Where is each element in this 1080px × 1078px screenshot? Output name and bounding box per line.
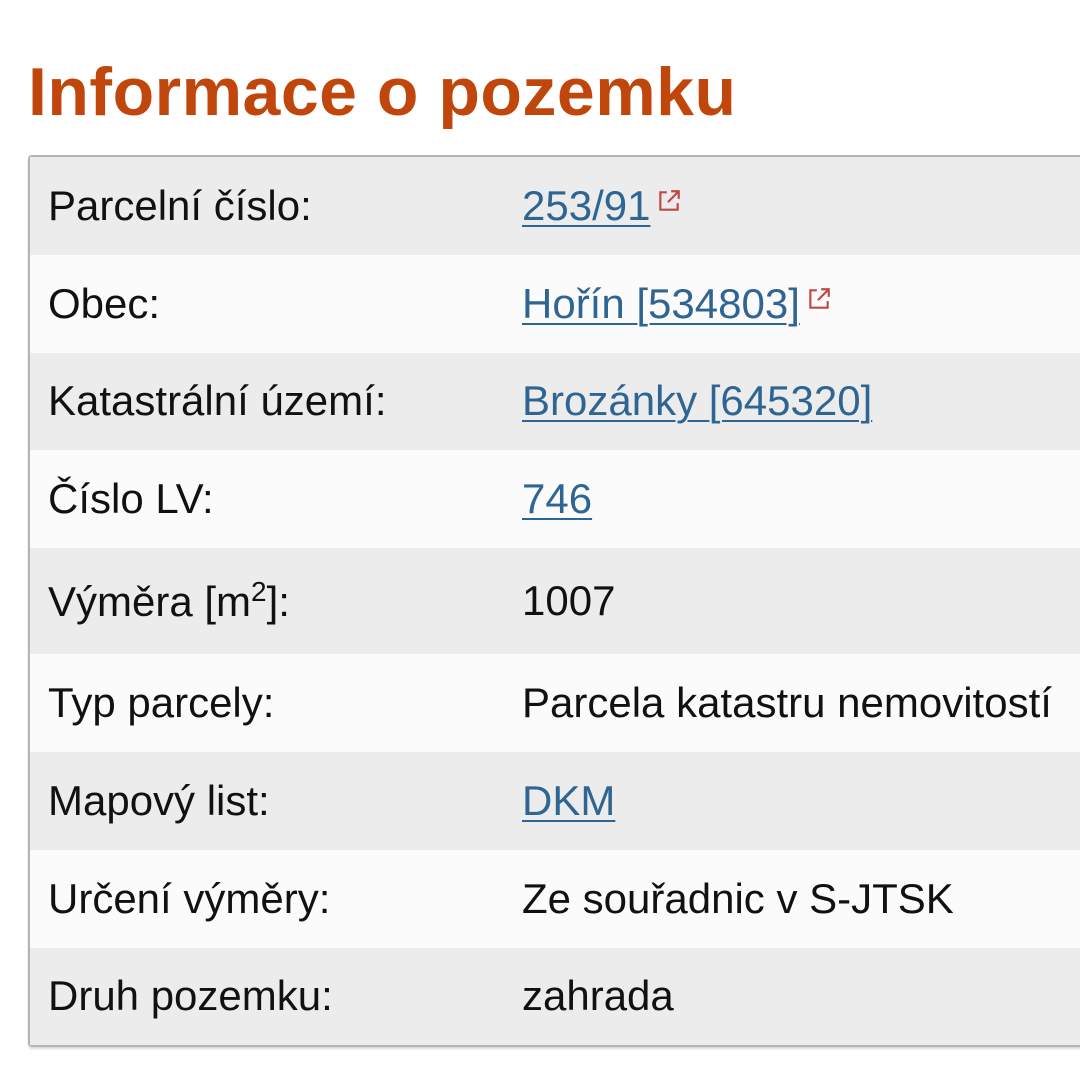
row-area-determination: Určení výměry: Ze souřadnic v S-JTSK: [30, 849, 1080, 948]
label: Obec:: [48, 279, 161, 327]
label: Mapový list:: [48, 776, 270, 824]
page-title: Informace o pozemku: [28, 54, 737, 130]
parcel-number-link[interactable]: 253/91: [522, 181, 651, 229]
row-area: Výměra [m2]: 1007: [30, 548, 1080, 655]
label: Typ parcely:: [48, 679, 275, 727]
value: 1007: [522, 577, 616, 625]
lv-number-link[interactable]: 746: [522, 475, 593, 523]
label: Parcelní číslo:: [48, 181, 312, 229]
label: Druh pozemku:: [48, 972, 333, 1020]
cadastral-area-link[interactable]: Brozánky [645320]: [522, 377, 873, 425]
value: zahrada: [522, 972, 674, 1020]
row-parcel-number: Parcelní číslo: 253/91: [30, 157, 1080, 255]
row-municipality: Obec: Hořín [534803]: [30, 254, 1080, 353]
row-map-sheet: Mapový list: DKM: [30, 751, 1080, 850]
parcel-info-table: Parcelní číslo: 253/91 Obec: Hořín [5348…: [28, 155, 1080, 1048]
municipality-link[interactable]: Hořín [534803]: [522, 279, 800, 327]
row-parcel-type: Typ parcely: Parcela katastru nemovitost…: [30, 654, 1080, 752]
map-sheet-link[interactable]: DKM: [522, 776, 616, 824]
external-link-icon[interactable]: [806, 286, 832, 312]
row-lv-number: Číslo LV: 746: [30, 450, 1080, 549]
value: Parcela katastru nemovitostí: [522, 679, 1052, 727]
value: Ze souřadnic v S-JTSK: [522, 874, 954, 922]
label: Katastrální území:: [48, 377, 387, 425]
row-land-type: Druh pozemku: zahrada: [30, 947, 1080, 1046]
external-link-icon[interactable]: [656, 188, 682, 214]
row-cadastral-area: Katastrální území: Brozánky [645320]: [30, 352, 1080, 451]
label: Určení výměry:: [48, 874, 331, 922]
label: Výměra [m2]:: [48, 576, 290, 626]
label: Číslo LV:: [48, 475, 214, 523]
